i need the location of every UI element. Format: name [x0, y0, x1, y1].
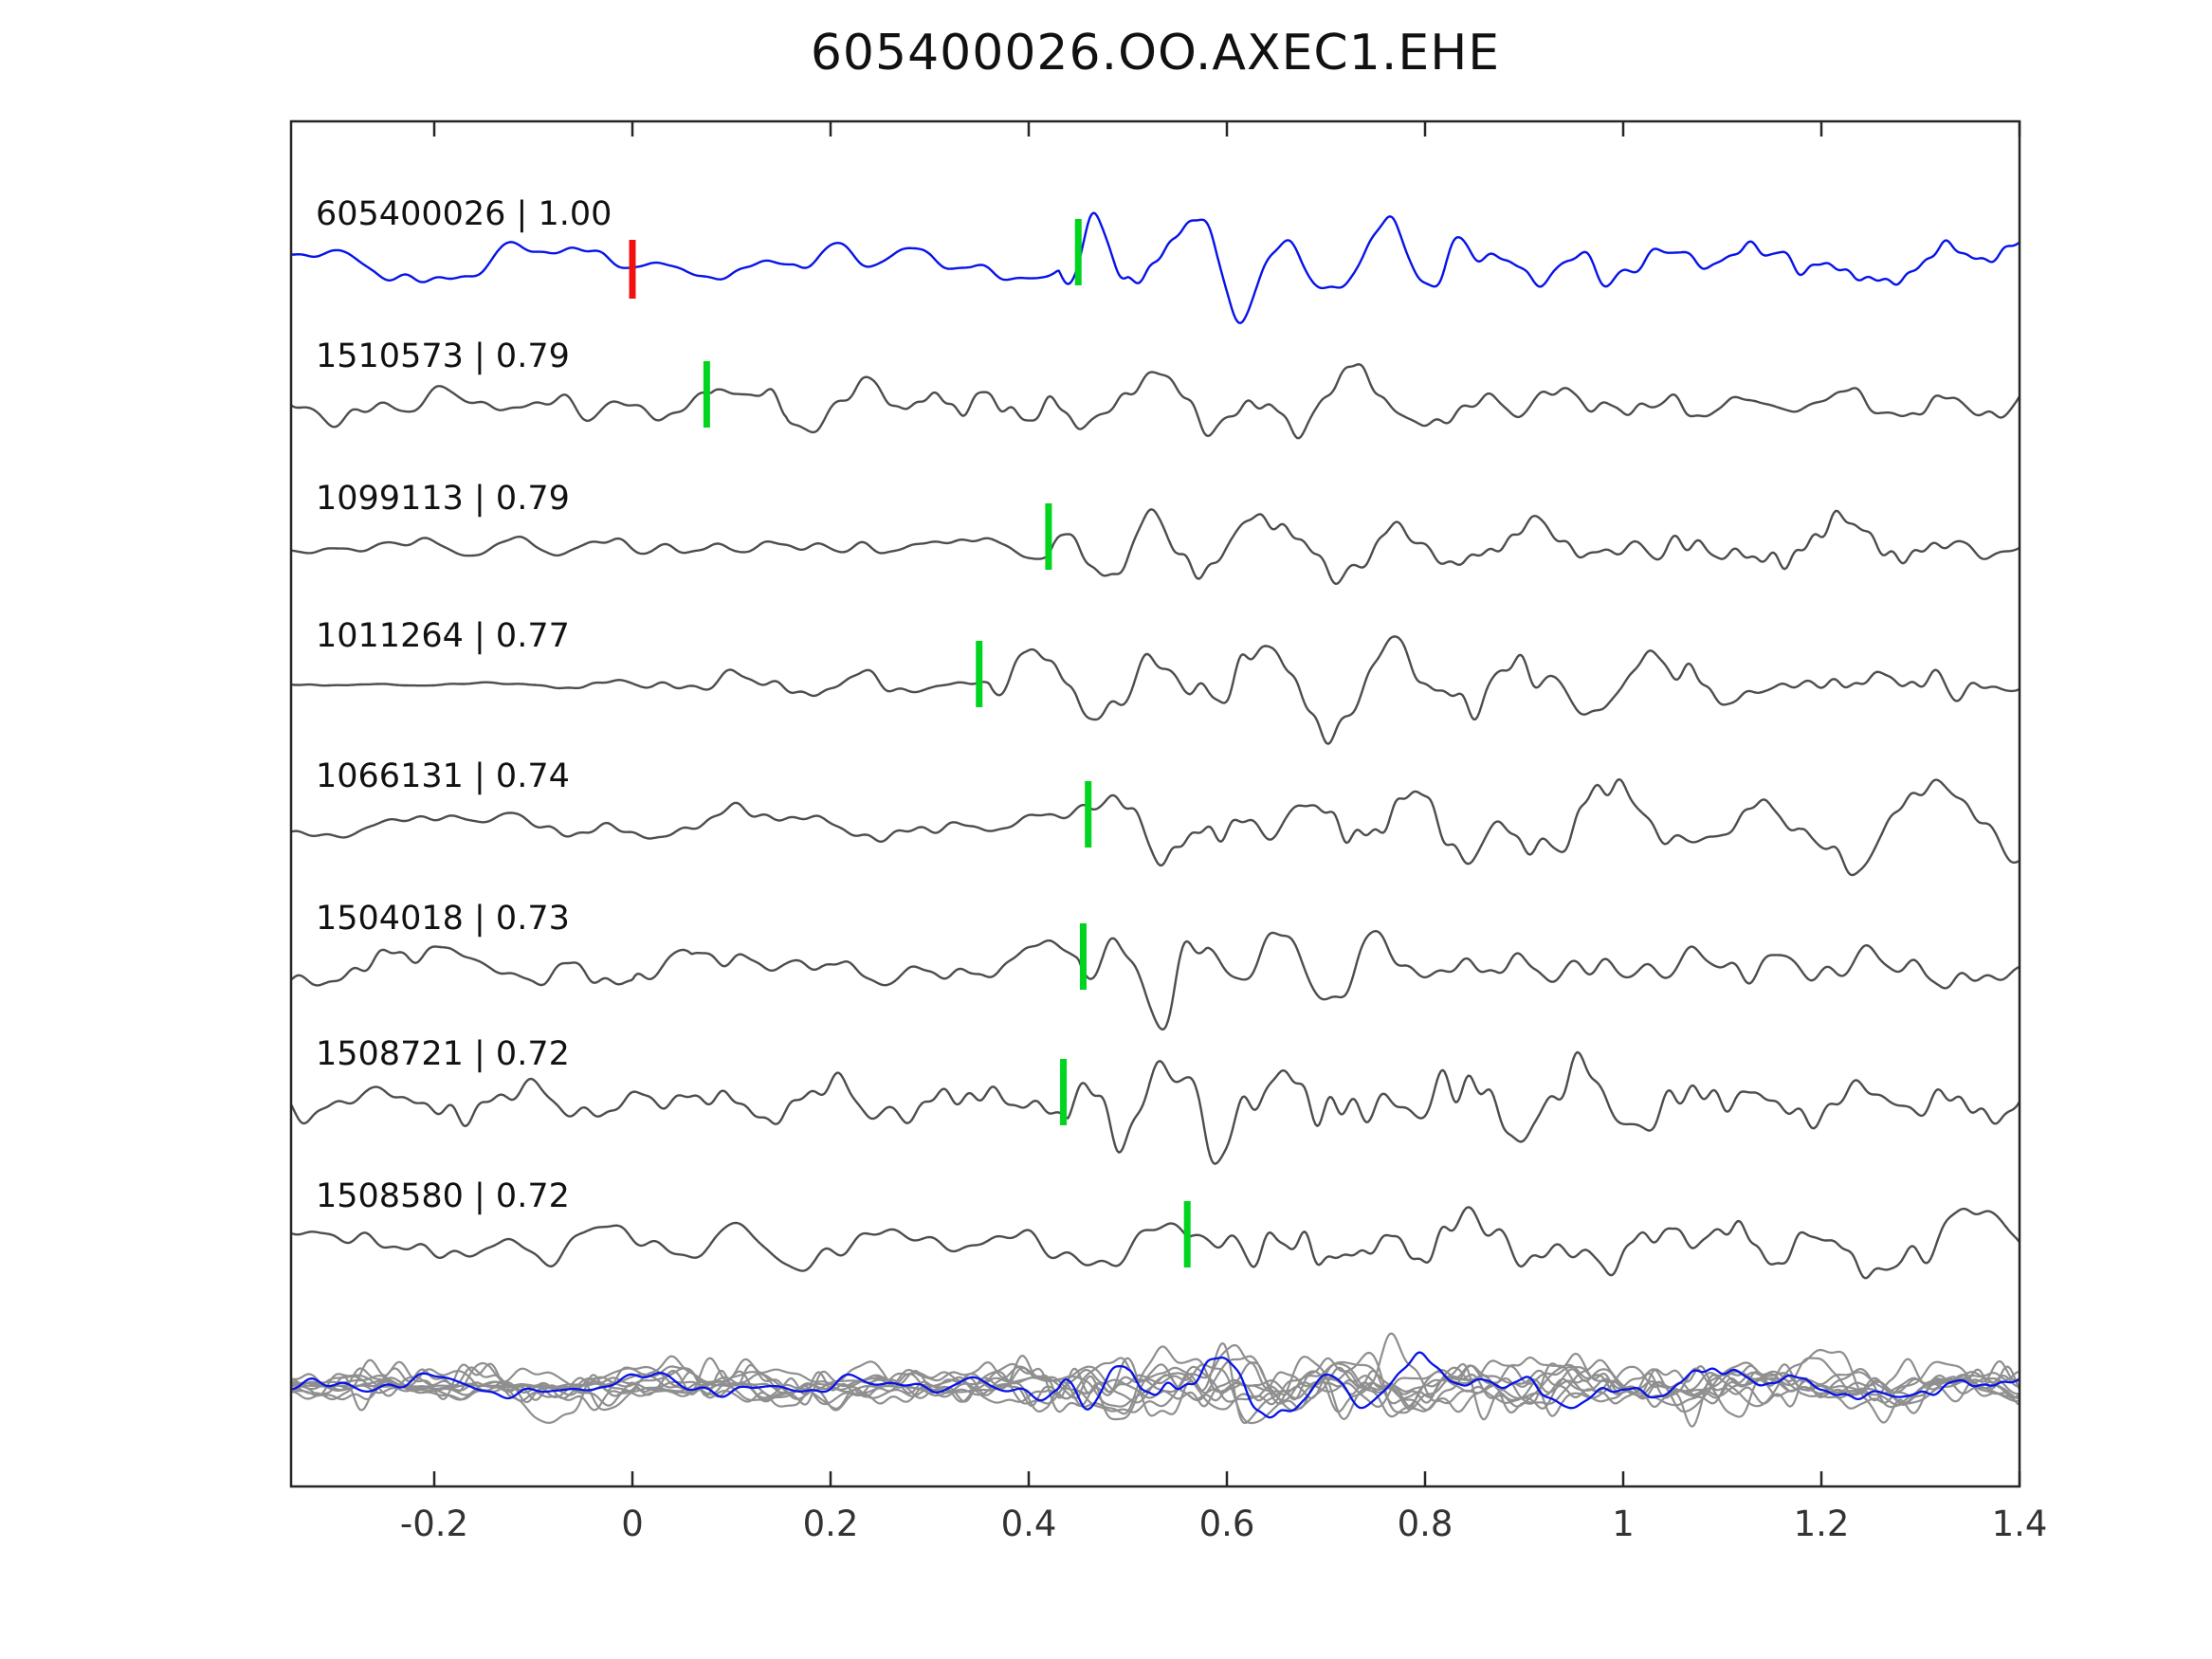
trace-label-1066131: 1066131 | 0.74 [316, 757, 570, 795]
template-origin-marker [629, 240, 636, 299]
chart-title: 605400026.OO.AXEC1.EHE [810, 25, 1501, 82]
trace-1099113 [291, 508, 2020, 585]
x-tick-label: 0.2 [803, 1504, 859, 1544]
pick-marker-1510573 [703, 361, 710, 428]
trace-label-605400026: 605400026 | 1.00 [316, 195, 612, 233]
trace-label-1508721: 1508721 | 0.72 [316, 1035, 570, 1073]
overlay-trace-extra942 [291, 1341, 2020, 1425]
trace-label-1510573: 1510573 | 0.79 [316, 337, 570, 375]
overlay-trace-605400026 [291, 1351, 2020, 1419]
overlay-trace-1508580 [291, 1343, 2020, 1418]
x-tick-label: 1.2 [1794, 1504, 1850, 1544]
trace-area [291, 211, 2020, 1428]
overlay-trace-1504018 [291, 1355, 2020, 1421]
overlay-trace-1066131 [291, 1360, 2020, 1410]
trace-605400026 [291, 211, 2020, 324]
pick-marker-1011264 [976, 641, 983, 707]
trace-label-1508580: 1508580 | 0.72 [316, 1177, 570, 1215]
pick-marker-1504018 [1079, 923, 1087, 990]
pick-marker-605400026 [1074, 219, 1082, 285]
x-tick-label: 1 [1612, 1504, 1635, 1544]
trace-label-1011264: 1011264 | 0.77 [316, 617, 570, 655]
trace-1510573 [291, 363, 2020, 440]
plot-border [289, 119, 2021, 1488]
overlay-trace-extra941 [291, 1345, 2020, 1417]
x-tick-label: 0.4 [1001, 1504, 1057, 1544]
pick-marker-1508721 [1060, 1059, 1068, 1125]
x-tick-label: -0.2 [400, 1504, 468, 1544]
pick-marker-1508580 [1183, 1201, 1191, 1267]
pick-marker-1099113 [1045, 503, 1052, 570]
x-tick-label: 0 [621, 1504, 644, 1544]
x-tick-label: 0.6 [1199, 1504, 1255, 1544]
trace-label-1099113: 1099113 | 0.79 [316, 480, 570, 518]
trace-label-1504018: 1504018 | 0.73 [316, 900, 570, 938]
x-tick-label: 0.8 [1398, 1504, 1453, 1544]
pick-marker-1066131 [1085, 781, 1092, 848]
trace-1508580 [291, 1206, 2020, 1280]
overlay-trace-extra943 [291, 1332, 2020, 1428]
trace-1504018 [291, 930, 2020, 1031]
trace-1011264 [291, 635, 2020, 745]
trace-1066131 [291, 777, 2020, 877]
trace-1508721 [291, 1050, 2020, 1165]
x-tick-label: 1.4 [1992, 1504, 2048, 1544]
